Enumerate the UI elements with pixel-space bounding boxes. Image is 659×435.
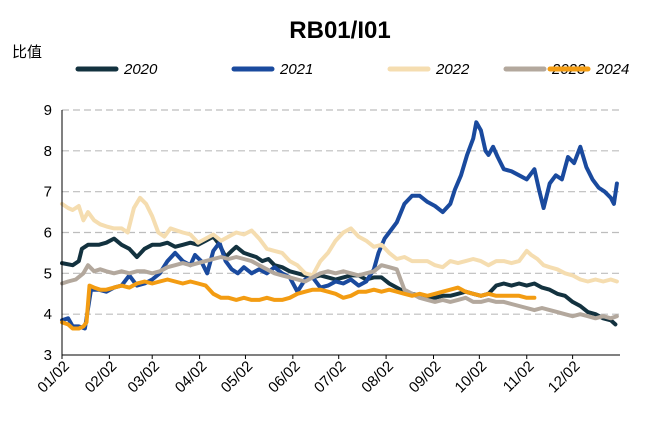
x-tick-label: 03/02 <box>124 358 163 397</box>
x-tick-label: 12/02 <box>545 358 584 397</box>
y-tick-label: 6 <box>44 225 52 242</box>
x-tick-label: 02/02 <box>82 358 121 397</box>
x-tick-label: 09/02 <box>406 358 445 397</box>
x-tick-label: 11/02 <box>500 358 538 396</box>
x-tick-label: 10/02 <box>452 358 491 397</box>
x-tick-label: 04/02 <box>172 358 211 397</box>
x-tick-label: 08/02 <box>358 358 397 397</box>
y-tick-label: 7 <box>44 184 52 201</box>
series-line-2023 <box>60 255 619 321</box>
y-axis-ticks: 3 4 5 6 7 8 9 <box>44 102 52 364</box>
series-group <box>60 120 619 331</box>
y-tick-label: 9 <box>44 102 52 119</box>
gridlines <box>62 109 620 315</box>
y-tick-label: 4 <box>44 306 52 323</box>
legend-label-2020: 2020 <box>123 61 158 78</box>
x-tick-label: 07/02 <box>311 358 350 397</box>
y-tick-label: 5 <box>44 265 52 282</box>
legend-label-2022: 2022 <box>435 61 470 78</box>
x-tick-label: 01/02 <box>34 358 73 397</box>
series-line-2020 <box>60 234 618 327</box>
y-tick-label: 3 <box>44 347 52 364</box>
series-line-2024 <box>60 277 537 331</box>
y-axis-label: 比值 <box>12 43 42 61</box>
chart-title: RB01/I01 <box>289 17 390 44</box>
legend-label-2024: 2024 <box>595 61 629 78</box>
x-axis-ticks: 01/02 02/02 03/02 04/02 05/02 06/02 07/02 08/02… <box>34 355 583 396</box>
legend-label-2021: 2021 <box>279 61 313 78</box>
series-line-2022 <box>60 195 619 284</box>
legend: 20202021202220232024 <box>75 61 629 78</box>
y-tick-label: 8 <box>44 143 52 160</box>
x-tick-label: 06/02 <box>265 358 304 397</box>
x-tick-label: 05/02 <box>218 358 257 397</box>
